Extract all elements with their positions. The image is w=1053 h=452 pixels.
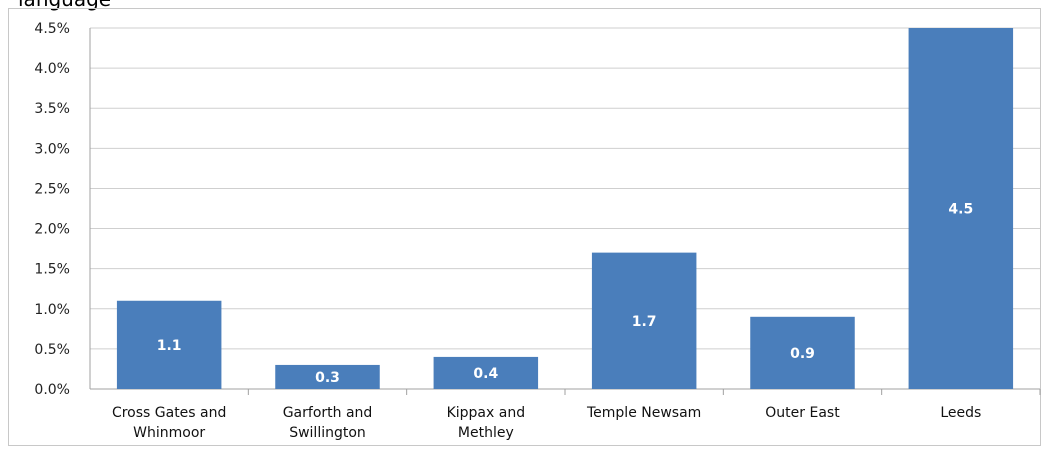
y-tick-label: 2.5% xyxy=(34,181,70,197)
x-category-label-line: Garforth and xyxy=(283,405,373,421)
x-category-label: Outer East xyxy=(765,405,840,421)
bar xyxy=(116,300,222,389)
y-tick-label: 1.0% xyxy=(34,302,70,318)
x-category-label: Garforth and Swillington xyxy=(283,405,373,441)
x-category-label-line: Whinmoor xyxy=(133,425,205,441)
x-category-label: Kippax and Methley xyxy=(447,405,526,441)
x-category-label-line: Methley xyxy=(458,425,514,441)
data-label: 0.9 xyxy=(790,346,815,362)
y-tick-label: 0.0% xyxy=(34,382,70,398)
bar xyxy=(908,28,1014,389)
y-tick-label: 2.0% xyxy=(34,222,70,238)
bar xyxy=(433,356,539,389)
data-label: 1.7 xyxy=(632,314,657,330)
y-tick-label: 4.0% xyxy=(34,61,70,77)
x-category-label-line: Cross Gates and xyxy=(112,405,226,421)
data-label: 1.1 xyxy=(157,338,182,354)
data-label: 0.3 xyxy=(315,370,340,386)
x-category-label-line: Outer East xyxy=(765,405,840,421)
x-category-label: Temple Newsam xyxy=(586,405,701,421)
x-category-label: Leeds xyxy=(940,405,981,421)
data-label: 0.4 xyxy=(473,366,498,382)
y-tick-label: 3.0% xyxy=(34,141,70,157)
x-category-label-line: Swillington xyxy=(289,425,366,441)
x-category-label: Cross Gates and Whinmoor xyxy=(112,405,226,441)
bar xyxy=(591,252,697,389)
chart-title-cutoff: language xyxy=(18,0,111,11)
y-tick-label: 0.5% xyxy=(34,342,70,358)
y-tick-label: 3.5% xyxy=(34,101,70,117)
y-tick-label: 4.5% xyxy=(34,21,70,37)
x-category-label-line: Leeds xyxy=(940,405,981,421)
data-label: 4.5 xyxy=(948,202,973,218)
bar xyxy=(275,364,380,389)
x-category-label-line: Kippax and xyxy=(447,405,526,421)
y-tick-label: 1.5% xyxy=(34,262,70,278)
bar xyxy=(750,316,855,389)
x-category-label-line: Temple Newsam xyxy=(586,405,701,421)
chart-frame xyxy=(8,8,1041,446)
